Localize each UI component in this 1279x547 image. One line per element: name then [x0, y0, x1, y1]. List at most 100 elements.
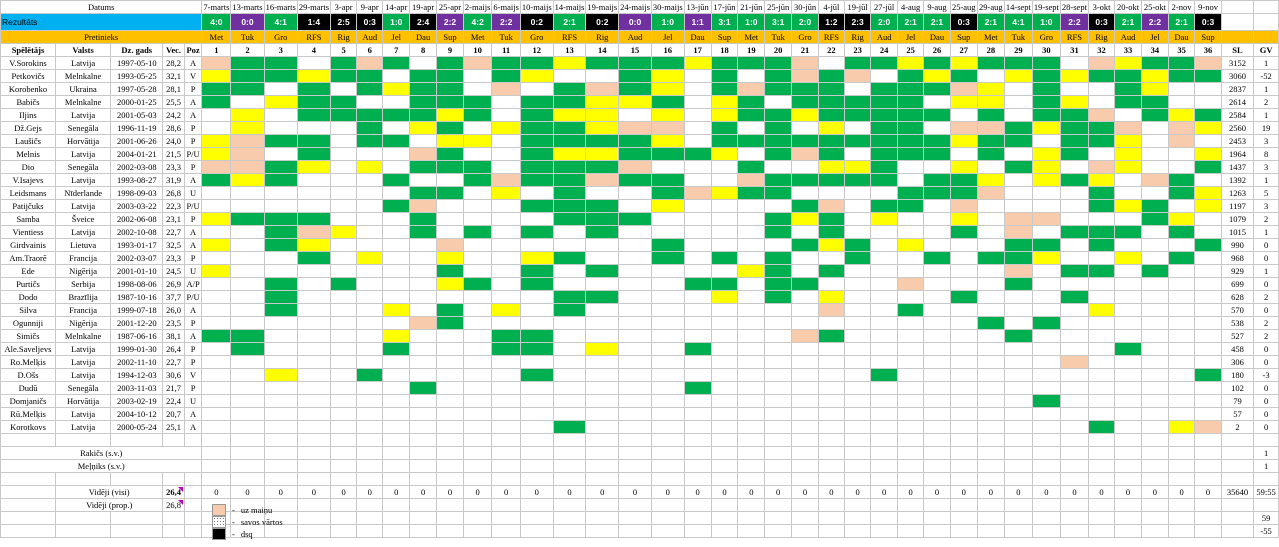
match-cell[interactable]: [923, 303, 951, 317]
match-cell[interactable]: [585, 95, 620, 109]
match-cell[interactable]: [436, 290, 464, 304]
match-cell[interactable]: [896, 69, 925, 83]
match-cell[interactable]: [330, 342, 358, 356]
player-gv[interactable]: 2: [1253, 329, 1279, 343]
match-cell[interactable]: [296, 95, 332, 109]
player-name[interactable]: Samba: [0, 212, 57, 226]
match-cell[interactable]: [949, 251, 978, 265]
extra-player-gv[interactable]: 1: [1253, 446, 1279, 460]
empty-cell[interactable]: [1031, 498, 1061, 512]
empty-cell[interactable]: [870, 472, 898, 486]
match-cell[interactable]: [791, 329, 819, 343]
player-country[interactable]: Latvija: [55, 56, 112, 70]
match-cell[interactable]: [263, 186, 298, 200]
player-age[interactable]: 26,9: [162, 277, 185, 291]
match-cell[interactable]: [296, 69, 332, 83]
match-cell[interactable]: [764, 303, 793, 317]
match-cell[interactable]: [618, 381, 652, 395]
match-cell[interactable]: [650, 121, 685, 135]
empty-cell[interactable]: [650, 472, 685, 486]
empty-cell[interactable]: [55, 511, 112, 525]
match-cell[interactable]: [1003, 95, 1033, 109]
match-cell[interactable]: [1140, 329, 1169, 343]
match-cell[interactable]: [870, 342, 898, 356]
match-cell[interactable]: [870, 160, 898, 174]
match-cell[interactable]: [1194, 147, 1222, 161]
match-cell[interactable]: [330, 186, 358, 200]
match-cell[interactable]: [710, 238, 739, 252]
empty-cell[interactable]: [1140, 472, 1169, 486]
match-cell[interactable]: [1087, 251, 1116, 265]
empty-cell[interactable]: [1003, 433, 1033, 447]
match-result[interactable]: 1:0: [382, 13, 411, 31]
match-cell[interactable]: [896, 329, 925, 343]
match-cell[interactable]: [1167, 303, 1196, 317]
match-result[interactable]: 2:2: [436, 13, 464, 31]
match-cell[interactable]: [1114, 212, 1142, 226]
match-cell[interactable]: [1003, 82, 1033, 96]
match-cell[interactable]: [817, 290, 845, 304]
match-cell[interactable]: [296, 108, 332, 122]
match-cell[interactable]: [737, 459, 766, 473]
match-cell[interactable]: [1059, 212, 1089, 226]
match-cell[interactable]: [409, 186, 438, 200]
match-cell[interactable]: [1194, 186, 1222, 200]
match-cell[interactable]: [737, 329, 766, 343]
match-cell[interactable]: [618, 316, 652, 330]
empty-cell[interactable]: [764, 498, 793, 512]
match-cell[interactable]: [817, 316, 845, 330]
match-date[interactable]: 13-marts: [230, 0, 265, 14]
match-cell[interactable]: [791, 147, 819, 161]
player-name[interactable]: Am.Traorē: [0, 251, 57, 265]
match-cell[interactable]: [650, 186, 685, 200]
match-cell[interactable]: [896, 251, 925, 265]
match-cell[interactable]: [436, 355, 464, 369]
match-cell[interactable]: [817, 56, 845, 70]
match-date[interactable]: 9-nov: [1194, 0, 1222, 14]
match-cell[interactable]: [1114, 108, 1142, 122]
player-sl[interactable]: 527: [1220, 329, 1255, 343]
match-cell[interactable]: [1114, 199, 1142, 213]
match-cell[interactable]: [923, 394, 951, 408]
match-cell[interactable]: [1167, 368, 1196, 382]
empty-cell[interactable]: [552, 524, 587, 538]
match-cell[interactable]: [1167, 69, 1196, 83]
match-cell[interactable]: [737, 316, 766, 330]
match-cell[interactable]: [683, 199, 712, 213]
match-cell[interactable]: [923, 212, 951, 226]
match-cell[interactable]: [618, 225, 652, 239]
player-name[interactable]: Patijčuks: [0, 199, 57, 213]
empty-cell[interactable]: [552, 498, 587, 512]
match-cell[interactable]: [817, 459, 845, 473]
empty-cell[interactable]: [737, 511, 766, 525]
match-cell[interactable]: [409, 368, 438, 382]
match-cell[interactable]: [650, 264, 685, 278]
match-cell[interactable]: [201, 446, 232, 460]
empty-cell[interactable]: [618, 472, 652, 486]
empty-cell[interactable]: [1220, 459, 1255, 473]
match-cell[interactable]: [976, 342, 1005, 356]
player-pos[interactable]: A: [183, 407, 203, 421]
match-cell[interactable]: [1087, 225, 1116, 239]
match-cell[interactable]: [296, 381, 332, 395]
match-cell[interactable]: [976, 316, 1005, 330]
match-opponent[interactable]: RFS: [1059, 30, 1089, 44]
match-cell[interactable]: [462, 69, 493, 83]
match-cell[interactable]: [870, 264, 898, 278]
col-match-number[interactable]: 4: [296, 43, 332, 57]
player-gv[interactable]: 0: [1253, 251, 1279, 265]
match-cell[interactable]: [552, 147, 587, 161]
player-country[interactable]: Nigērija: [55, 264, 112, 278]
match-cell[interactable]: [436, 316, 464, 330]
match-cell[interactable]: [791, 290, 819, 304]
match-cell[interactable]: [1140, 251, 1169, 265]
match-cell[interactable]: [263, 420, 298, 434]
empty-cell[interactable]: [791, 472, 819, 486]
match-cell[interactable]: [436, 212, 464, 226]
match-cell[interactable]: [462, 329, 493, 343]
match-opponent[interactable]: Aud: [1114, 30, 1142, 44]
col-dob[interactable]: Dz. gads: [110, 43, 164, 57]
match-cell[interactable]: [585, 212, 620, 226]
empty-cell[interactable]: [296, 433, 332, 447]
empty-cell[interactable]: [1087, 433, 1116, 447]
